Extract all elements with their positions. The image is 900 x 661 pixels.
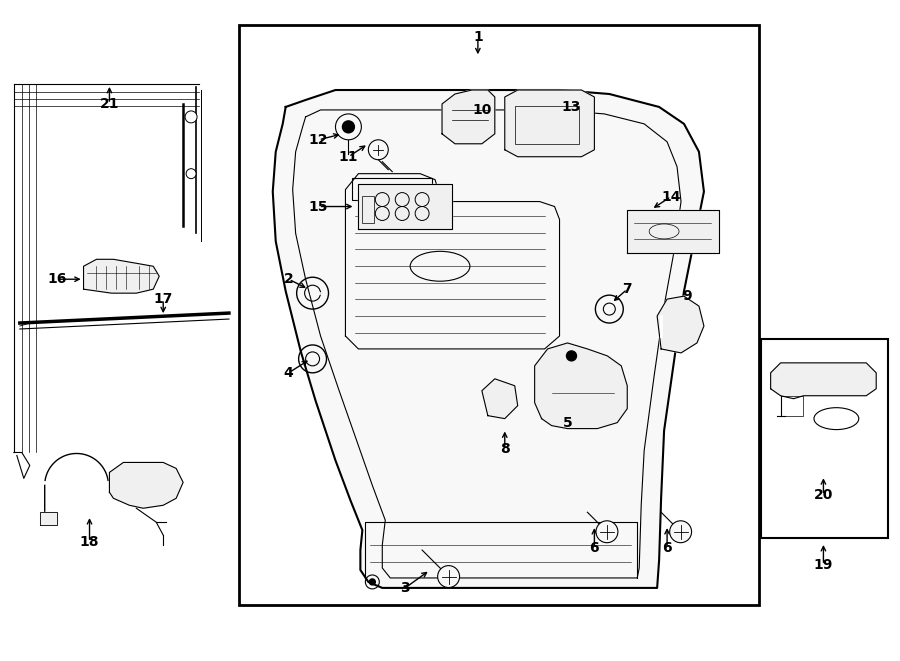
Polygon shape bbox=[110, 463, 183, 508]
Bar bbox=[353, 178, 432, 200]
Bar bbox=[780, 396, 803, 416]
Bar bbox=[238, 25, 759, 605]
Text: 19: 19 bbox=[814, 558, 833, 572]
Text: 16: 16 bbox=[47, 272, 67, 286]
Circle shape bbox=[343, 121, 355, 133]
Polygon shape bbox=[627, 210, 719, 253]
Text: 10: 10 bbox=[472, 103, 491, 117]
Polygon shape bbox=[505, 90, 594, 157]
Text: 21: 21 bbox=[100, 97, 119, 111]
Text: 6: 6 bbox=[662, 541, 672, 555]
Text: 15: 15 bbox=[309, 200, 328, 214]
Polygon shape bbox=[358, 184, 452, 229]
Text: 18: 18 bbox=[80, 535, 99, 549]
Bar bbox=[760, 339, 888, 538]
Bar bbox=[515, 106, 580, 144]
Polygon shape bbox=[535, 343, 627, 428]
Polygon shape bbox=[482, 379, 517, 418]
Polygon shape bbox=[40, 512, 57, 525]
Circle shape bbox=[186, 169, 196, 178]
Text: 17: 17 bbox=[154, 292, 173, 306]
Text: 1: 1 bbox=[473, 30, 482, 44]
Text: 8: 8 bbox=[500, 442, 509, 455]
Polygon shape bbox=[273, 90, 704, 588]
Bar bbox=[363, 196, 374, 223]
Text: 13: 13 bbox=[562, 100, 581, 114]
Text: 9: 9 bbox=[682, 289, 692, 303]
Text: 3: 3 bbox=[400, 581, 410, 595]
Text: 4: 4 bbox=[284, 366, 293, 380]
Circle shape bbox=[437, 566, 460, 588]
Text: 5: 5 bbox=[562, 416, 572, 430]
Text: 20: 20 bbox=[814, 488, 833, 502]
Circle shape bbox=[670, 521, 691, 543]
Text: 11: 11 bbox=[338, 150, 358, 164]
Circle shape bbox=[566, 351, 577, 361]
Polygon shape bbox=[657, 296, 704, 353]
Polygon shape bbox=[84, 259, 159, 293]
Text: 2: 2 bbox=[284, 272, 293, 286]
Circle shape bbox=[596, 521, 618, 543]
Text: 6: 6 bbox=[590, 541, 599, 555]
Text: 12: 12 bbox=[309, 133, 328, 147]
Text: 14: 14 bbox=[662, 190, 680, 204]
Polygon shape bbox=[442, 90, 495, 144]
Polygon shape bbox=[770, 363, 877, 399]
Text: 7: 7 bbox=[623, 282, 632, 296]
Circle shape bbox=[369, 579, 375, 585]
Circle shape bbox=[185, 111, 197, 123]
